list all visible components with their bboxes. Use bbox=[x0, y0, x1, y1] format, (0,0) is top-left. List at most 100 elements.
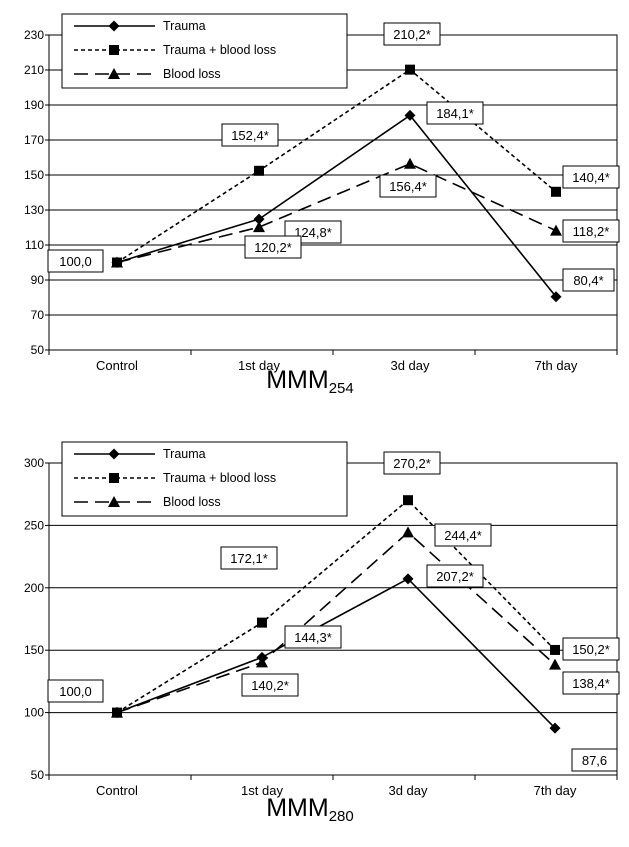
data-label: 210,2* bbox=[383, 22, 441, 46]
data-label-box bbox=[434, 523, 492, 547]
data-labels: 100,0 144,3* 207,2* 87,6 172,1* 270,2* 150,2* 1… bbox=[47, 451, 620, 772]
legend: Trauma Trauma + blood loss Blood loss bbox=[61, 441, 348, 517]
y-tick-label: 300 bbox=[24, 456, 44, 470]
data-label-box bbox=[562, 219, 620, 243]
data-label-text: 80,4* bbox=[573, 273, 603, 288]
legend-item-blood-loss: Blood loss bbox=[74, 67, 221, 81]
y-tick-label: 230 bbox=[24, 28, 44, 42]
data-point bbox=[404, 157, 416, 169]
data-label-text: 138,4* bbox=[572, 676, 610, 691]
legend-item-trauma-blood-loss: Trauma + blood loss bbox=[74, 471, 276, 485]
y-tick-label: 50 bbox=[31, 343, 45, 357]
x-tick-label: 1st day bbox=[238, 358, 280, 373]
data-point bbox=[550, 224, 562, 236]
title-subscript: 254 bbox=[329, 380, 354, 397]
y-tick-label: 90 bbox=[31, 273, 45, 287]
data-label-box bbox=[562, 671, 620, 695]
data-label: 150,2* bbox=[562, 637, 620, 661]
data-label: 172,1* bbox=[220, 546, 278, 570]
data-point bbox=[549, 722, 561, 734]
data-label-box bbox=[47, 249, 104, 273]
series-line bbox=[116, 68, 557, 264]
data-label-box bbox=[220, 546, 278, 570]
data-label-text: 156,4* bbox=[389, 179, 427, 194]
y-tick-label: 150 bbox=[24, 643, 44, 657]
data-point bbox=[256, 656, 268, 668]
data-label: 184,1* bbox=[426, 101, 484, 125]
y-tick-label: 70 bbox=[31, 308, 45, 322]
y-tick-label: 200 bbox=[24, 581, 44, 595]
y-tick-label: 50 bbox=[31, 768, 45, 782]
data-point bbox=[253, 221, 265, 233]
data-label-text: 124,8* bbox=[294, 225, 332, 240]
data-label-box bbox=[562, 165, 620, 189]
data-label-box bbox=[426, 564, 484, 588]
data-point bbox=[405, 64, 415, 75]
title-subscript: 280 bbox=[329, 808, 354, 825]
legend-marker bbox=[108, 20, 120, 32]
legend-label: Blood loss bbox=[163, 67, 221, 81]
data-label: 140,2* bbox=[241, 673, 299, 697]
data-label: 100,0 bbox=[47, 679, 104, 703]
data-label-text: 100,0 bbox=[59, 254, 92, 269]
data-label-text: 270,2* bbox=[393, 456, 431, 471]
y-tick-label: 190 bbox=[24, 98, 44, 112]
x-tick-label: 3d day bbox=[388, 783, 428, 798]
data-label-box bbox=[379, 174, 437, 198]
legend-marker bbox=[108, 448, 120, 460]
data-label-text: 150,2* bbox=[572, 642, 610, 657]
title-main: MMM bbox=[266, 794, 328, 822]
data-label: 87,6 bbox=[571, 748, 618, 772]
data-label: 120,2* bbox=[244, 235, 302, 259]
data-label-text: 152,4* bbox=[231, 128, 269, 143]
data-label-text: 172,1* bbox=[230, 551, 268, 566]
legend-label: Blood loss bbox=[163, 495, 221, 509]
data-label: 100,0 bbox=[47, 249, 104, 273]
series-line bbox=[116, 577, 556, 729]
data-label: 152,4* bbox=[221, 123, 279, 147]
data-point bbox=[257, 617, 267, 628]
data-label-box bbox=[47, 679, 104, 703]
x-tick-label: 3d day bbox=[390, 358, 430, 373]
data-label: 138,4* bbox=[562, 671, 620, 695]
data-label: 270,2* bbox=[383, 451, 441, 475]
data-label-box bbox=[244, 235, 302, 259]
data-point bbox=[403, 495, 413, 506]
data-label: 144,3* bbox=[284, 625, 342, 649]
data-label: 244,4* bbox=[434, 523, 492, 547]
data-point bbox=[550, 644, 560, 655]
data-point bbox=[402, 573, 414, 585]
legend-label: Trauma bbox=[163, 447, 206, 461]
x-axis: Control 1st day 3d day 7th day bbox=[48, 775, 618, 798]
data-label-text: 140,4* bbox=[572, 170, 610, 185]
data-label-text: 118,2* bbox=[573, 224, 610, 239]
legend-item-trauma: Trauma bbox=[74, 447, 206, 461]
data-labels: 100,0 124,8* 184,1* 80,4* 152,4* 210,2* 140,4*… bbox=[47, 22, 620, 292]
data-label-text: 87,6 bbox=[582, 753, 607, 768]
data-label: 207,2* bbox=[426, 564, 484, 588]
legend-marker bbox=[109, 45, 119, 55]
data-label-box bbox=[571, 748, 618, 772]
legend-item-blood-loss: Blood loss bbox=[74, 495, 221, 509]
legend-marker bbox=[108, 68, 120, 79]
series-layer bbox=[111, 64, 562, 303]
data-label-box bbox=[426, 101, 484, 125]
y-tick-label: 110 bbox=[25, 238, 44, 252]
data-point bbox=[551, 186, 561, 197]
legend-marker bbox=[109, 473, 119, 483]
data-point bbox=[253, 213, 265, 225]
legend-label: Trauma bbox=[163, 19, 206, 33]
data-point bbox=[254, 165, 264, 176]
y-tick-label: 170 bbox=[24, 133, 44, 147]
chart-title: MMM280 bbox=[266, 794, 354, 825]
data-label-box bbox=[221, 123, 279, 147]
chart-title: MMM254 bbox=[266, 366, 354, 397]
legend-label: Trauma + blood loss bbox=[163, 43, 276, 57]
data-point bbox=[404, 109, 416, 121]
data-label: 118,2* bbox=[562, 219, 620, 243]
y-axis: 50 100 150 200 250 300 bbox=[24, 456, 49, 782]
data-point bbox=[111, 256, 123, 268]
chart-mmm254: 50 70 90 110 130 150 170 190 210 230 Control 1st … bbox=[24, 13, 620, 397]
legend-item-trauma: Trauma bbox=[74, 19, 206, 33]
